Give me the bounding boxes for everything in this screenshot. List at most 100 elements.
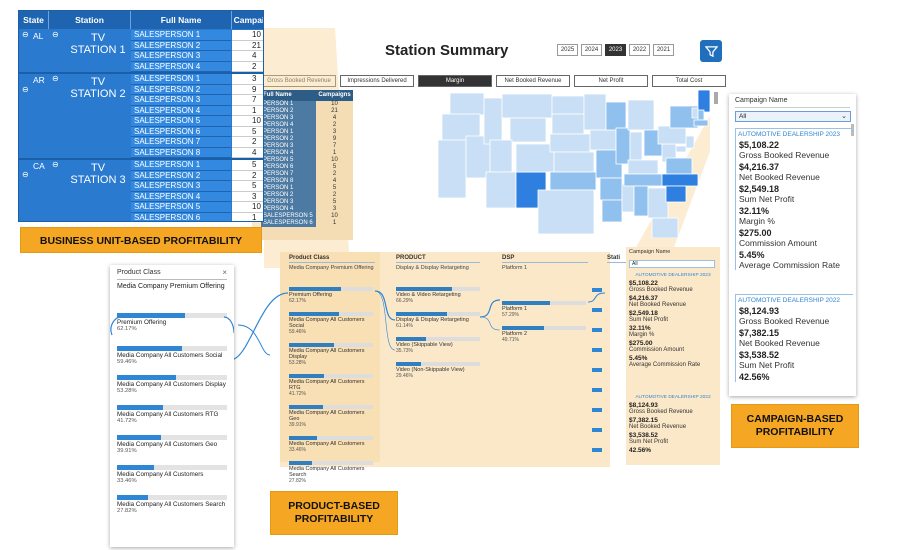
metric-button[interactable]: Gross Booked Revenue [262, 75, 336, 87]
state-shape[interactable] [693, 119, 709, 127]
state-cell[interactable]: AL [33, 31, 44, 41]
salesperson-cell[interactable]: SALESPERSON 1 [131, 30, 231, 41]
campaigns-cell[interactable]: 1 [232, 212, 263, 221]
campaigns-cell[interactable]: 5 [232, 181, 263, 192]
collapse-icon[interactable]: ⊖ [52, 30, 59, 39]
state-shape[interactable] [697, 89, 711, 113]
metric-button-selected[interactable]: Margin [418, 75, 492, 87]
collapse-icon[interactable]: ⊖ [22, 170, 29, 179]
campaigns-cell[interactable]: 2 [232, 61, 263, 72]
campaigns-cell[interactable]: 21 [232, 40, 263, 51]
salesperson-cell[interactable]: SALESPERSON 2 [131, 84, 231, 95]
state-shape[interactable] [509, 117, 547, 143]
state-shape[interactable] [483, 97, 503, 145]
column-header-full-name[interactable]: Full Name [131, 11, 232, 29]
campaign-group[interactable]: AUTOMOTIVE DEALERSHIP 2022 $8,124.93 Gross… [735, 294, 853, 382]
year-button[interactable]: 2025 [557, 44, 578, 56]
station-cell[interactable]: TV STATION 2 [70, 76, 126, 100]
campaigns-cell[interactable]: 4 [232, 51, 263, 62]
state-shape[interactable] [697, 109, 705, 121]
campaigns-cell[interactable]: 3 [232, 74, 263, 85]
close-icon[interactable]: × [222, 268, 227, 277]
state-shape[interactable] [583, 93, 607, 131]
state-shape[interactable] [599, 177, 623, 201]
campaigns-cell[interactable]: 2 [232, 170, 263, 181]
station-cell[interactable]: TV STATION 1 [70, 32, 126, 56]
salesperson-cell[interactable]: SALESPERSON 1 [131, 160, 231, 171]
decomp-node[interactable]: Media Company All Customers 33.46% [289, 436, 375, 453]
year-button[interactable]: 2024 [581, 44, 602, 56]
campaigns-cell[interactable]: 10 [232, 116, 263, 127]
state-shape[interactable] [657, 125, 687, 145]
state-shape[interactable] [651, 217, 679, 238]
state-shape[interactable] [515, 143, 555, 173]
salesperson-cell[interactable]: SALESPERSON 4 [131, 61, 231, 72]
state-shape[interactable] [489, 139, 513, 173]
salesperson-cell[interactable]: SALESPERSON 3 [131, 181, 231, 192]
metric-button[interactable]: Total Cost [652, 75, 726, 87]
salesperson-cell[interactable]: SALESPERSON 3 [131, 51, 231, 62]
state-shape[interactable] [633, 185, 649, 217]
filter-button[interactable] [700, 40, 722, 62]
salesperson-cell[interactable]: SALESPERSON 4 [131, 191, 231, 202]
salesperson-cell[interactable]: SALESPERSON 4 [131, 105, 231, 116]
state-shape[interactable] [537, 189, 595, 235]
state-shape[interactable] [629, 131, 643, 161]
salesperson-cell[interactable]: SALESPERSON 8 [131, 147, 231, 158]
salesperson-cell[interactable]: SALESPERSON 1 [131, 74, 231, 85]
campaign-group[interactable]: AUTOMOTIVE DEALERSHIP 2023 $5,108.22 Gross… [735, 128, 853, 270]
state-shape[interactable] [437, 139, 467, 199]
metric-button[interactable]: Net Booked Revenue [496, 75, 570, 87]
metric-button[interactable]: Impressions Delivered [340, 75, 414, 87]
product-class-item[interactable]: Media Company All Customers Geo 39.91% [117, 435, 227, 454]
state-shape[interactable] [691, 107, 699, 119]
state-shape[interactable] [589, 129, 617, 151]
campaign-name[interactable]: AUTOMOTIVE DEALERSHIP 2023 [735, 128, 853, 138]
product-class-item[interactable]: Media Company All Customers Display 53.28… [117, 375, 227, 394]
decomp-node[interactable]: Video (Non-Skippable View) 29.46% [396, 362, 480, 379]
state-shape[interactable] [627, 99, 655, 131]
state-shape[interactable] [647, 187, 669, 219]
state-shape[interactable] [627, 159, 659, 175]
campaigns-cell[interactable]: 3 [232, 191, 263, 202]
campaign-select-small[interactable]: All [629, 260, 715, 268]
state-shape[interactable] [551, 95, 585, 115]
campaigns-cell[interactable]: 10 [232, 30, 263, 41]
scrollbar[interactable] [851, 124, 854, 136]
decomp-node[interactable]: Media Company All Customers RTG 41.72% [289, 374, 375, 397]
salesperson-cell[interactable]: SALESPERSON 7 [131, 137, 231, 148]
campaigns-cell[interactable]: 1 [232, 105, 263, 116]
salesperson-cell[interactable]: SALESPERSON 5 [131, 116, 231, 127]
campaigns-cell[interactable]: 4 [232, 147, 263, 158]
product-class-item[interactable]: Media Company All Customers Social 59.46% [117, 346, 227, 365]
state-shape[interactable] [685, 135, 695, 149]
state-shape[interactable] [601, 199, 623, 223]
state-shape[interactable] [665, 185, 687, 203]
state-shape[interactable] [449, 92, 485, 116]
product-class-item[interactable]: Premium Offering 62.17% [117, 313, 227, 332]
salesperson-cell[interactable]: SALESPERSON 2 [131, 40, 231, 51]
collapse-icon[interactable]: ⊖ [52, 74, 59, 83]
year-button[interactable]: 2022 [629, 44, 650, 56]
state-shape[interactable] [665, 157, 693, 175]
decomp-node[interactable]: Video & Video Retargeting 66.29% [396, 287, 480, 304]
product-class-item[interactable]: Media Company All Customers 33.46% [117, 465, 227, 484]
salesperson-cell[interactable]: SALESPERSON 3 [131, 95, 231, 106]
state-shape[interactable] [621, 183, 635, 213]
decomp-node[interactable]: Platform 2 49.71% [502, 326, 588, 343]
state-shape[interactable] [485, 171, 517, 209]
us-map[interactable] [430, 88, 714, 238]
year-button-selected[interactable]: 2023 [605, 44, 626, 56]
decomp-node[interactable]: Media Company All Customers Search 27.82% [289, 461, 375, 484]
salesperson-cell[interactable]: SALESPERSON 2 [131, 170, 231, 181]
collapse-icon[interactable]: ⊖ [52, 160, 59, 169]
decomp-node[interactable]: Media Company All Customers Geo 39.91% [289, 405, 375, 428]
state-shape[interactable] [549, 171, 597, 191]
state-shape[interactable] [605, 101, 627, 131]
decomp-node[interactable]: Premium Offering 62.17% [289, 287, 375, 304]
state-shape[interactable] [551, 113, 585, 135]
state-shape[interactable] [553, 151, 595, 173]
campaign-name[interactable]: AUTOMOTIVE DEALERSHIP 2022 [735, 294, 853, 304]
campaigns-cell[interactable]: 10 [232, 202, 263, 213]
state-shape[interactable] [661, 173, 699, 187]
